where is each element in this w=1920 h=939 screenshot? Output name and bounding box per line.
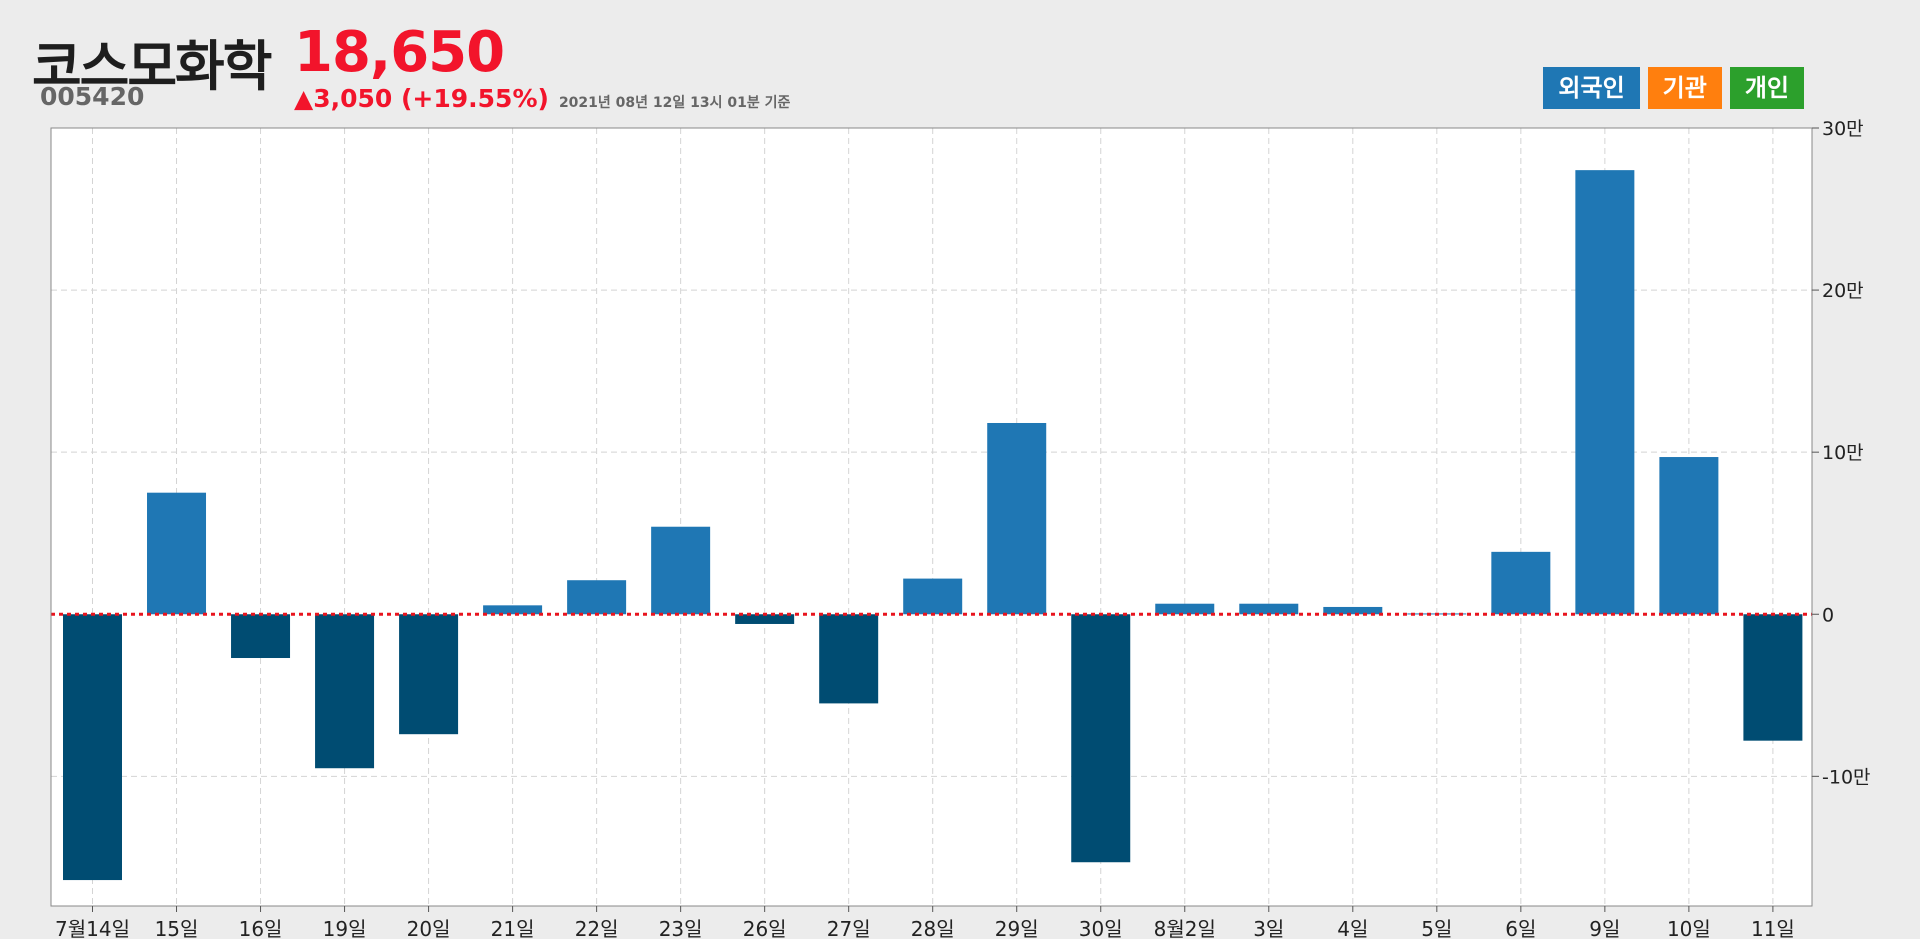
bar-14 <box>1239 603 1299 615</box>
x-tick-label: 9일 <box>1589 917 1620 939</box>
x-tick-label: 3일 <box>1253 917 1284 939</box>
bar-17 <box>1491 551 1551 615</box>
y-tick-label: -10만 <box>1822 766 1871 788</box>
bar-9 <box>819 614 879 704</box>
x-tick-label: 5일 <box>1421 917 1452 939</box>
y-tick-label: 0 <box>1822 604 1834 626</box>
current-price: 18,650 <box>294 20 505 85</box>
price-change-row: ▲3,050 (+19.55%) 2021년 08년 12일 13시 01분 기… <box>294 84 790 113</box>
stock-code: 005420 <box>40 82 145 111</box>
legend-foreign-button[interactable]: 외국인 <box>1543 67 1640 109</box>
x-tick-label: 6일 <box>1505 917 1536 939</box>
plot-area <box>51 128 1812 906</box>
bar-15 <box>1323 606 1383 615</box>
bar-20 <box>1743 614 1803 741</box>
bar-19 <box>1659 457 1719 615</box>
x-tick-label: 23일 <box>659 917 703 939</box>
x-tick-label: 19일 <box>323 917 367 939</box>
y-tick-label: 30만 <box>1822 118 1864 140</box>
bar-11 <box>987 422 1047 615</box>
legend-individual-button[interactable]: 개인 <box>1729 67 1804 109</box>
y-tick-label: 10만 <box>1822 442 1864 464</box>
x-tick-label: 26일 <box>743 917 787 939</box>
x-tick-label: 15일 <box>155 917 199 939</box>
x-tick-label: 10일 <box>1667 917 1711 939</box>
x-tick-label: 16일 <box>239 917 283 939</box>
x-tick-label: 29일 <box>995 917 1039 939</box>
x-tick-label: 30일 <box>1079 917 1123 939</box>
x-tick-label: 8월2일 <box>1154 917 1216 939</box>
legend-institution-button[interactable]: 기관 <box>1647 67 1722 109</box>
x-tick-label: 7월14일 <box>55 917 130 939</box>
bar-7 <box>651 526 711 615</box>
bar-5 <box>483 605 543 615</box>
bar-4 <box>399 614 459 735</box>
bar-18 <box>1575 170 1635 615</box>
stock-name: 코스모화학 <box>32 35 272 98</box>
bar-2 <box>231 614 291 659</box>
bar-3 <box>315 614 375 769</box>
bar-10 <box>903 578 963 615</box>
x-tick-label: 28일 <box>911 917 955 939</box>
x-tick-label: 4일 <box>1337 917 1368 939</box>
x-tick-label: 27일 <box>827 917 871 939</box>
bar-12 <box>1071 614 1131 863</box>
bar-1 <box>147 492 207 615</box>
bar-13 <box>1155 603 1215 615</box>
as-of-timestamp: 2021년 08년 12일 13시 01분 기준 <box>558 95 791 111</box>
bar-8 <box>735 614 795 624</box>
y-tick-label: 20만 <box>1822 280 1864 302</box>
price-change: ▲3,050 (+19.55%) <box>294 84 549 113</box>
bar-6 <box>567 580 627 615</box>
x-tick-label: 21일 <box>491 917 535 939</box>
x-tick-label: 20일 <box>407 917 451 939</box>
x-tick-label: 22일 <box>575 917 619 939</box>
investor-legend: 외국인 기관 개인 <box>1543 67 1804 109</box>
x-tick-label: 11일 <box>1751 917 1795 939</box>
bar-0 <box>63 614 122 881</box>
plot-frame <box>50 127 1813 907</box>
